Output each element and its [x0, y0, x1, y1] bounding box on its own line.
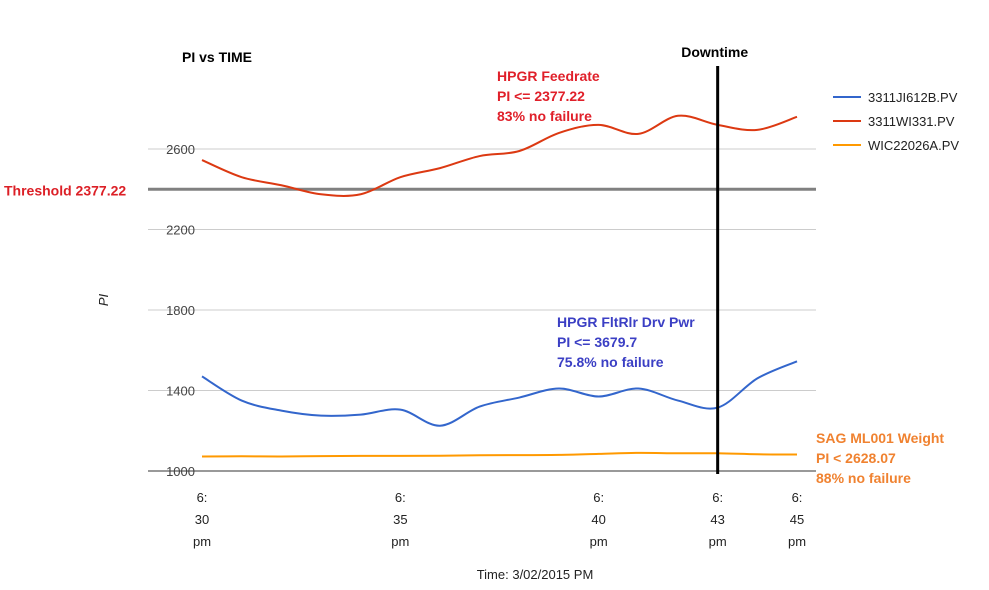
- series-line-1: [201, 360, 798, 427]
- x-tick-label: 6: 30 pm: [193, 490, 211, 549]
- threshold-group: Threshold 2377.22: [4, 182, 816, 198]
- legend-label: 3311WI331.PV: [868, 114, 955, 129]
- x-tick-label: 6: 40 pm: [590, 490, 608, 549]
- annotations: HPGR Feedrate PI <= 2377.22 83% no failure…: [497, 68, 944, 486]
- chart-title: PI vs TIME: [182, 49, 252, 65]
- x-tick-label: 6: 45 pm: [788, 490, 806, 549]
- downtime-marker-group: Downtime: [681, 44, 748, 474]
- y-tick-label: 1400: [166, 384, 195, 399]
- x-axis-label: Time: 3/02/2015 PM: [477, 567, 594, 582]
- x-tick-label: 6: 35 pm: [391, 490, 409, 549]
- annotation-text: SAG ML001 Weight PI < 2628.07 88% no failu…: [816, 430, 944, 486]
- legend: 3311JI612B.PV 3311WI331.PV WIC22026A.PV: [833, 90, 959, 153]
- y-tick-label: 1800: [166, 303, 195, 318]
- downtime-label: Downtime: [681, 44, 748, 60]
- series-line-3: [201, 451, 798, 458]
- legend-label: WIC22026A.PV: [868, 138, 959, 153]
- y-tick-label: 2200: [166, 223, 195, 238]
- y-tick-label: 1000: [166, 464, 195, 479]
- series-line-2: [201, 114, 798, 197]
- y-axis-ticks: 1000 1400 1800 2200 2600: [166, 142, 195, 479]
- gridlines: [148, 148, 816, 472]
- annotation-text: HPGR Feedrate PI <= 2377.22 83% no failure: [497, 68, 600, 124]
- threshold-label: Threshold 2377.22: [4, 182, 126, 198]
- x-axis-ticks: 6: 30 pm 6: 35 pm 6: 40 pm 6: 43 pm 6: 45 pm: [193, 490, 806, 549]
- y-axis-label: PI: [96, 293, 111, 306]
- x-tick-label: 6: 43 pm: [709, 490, 727, 549]
- annotation-text: HPGR FltRlr Drv Pwr PI <= 3679.7 75.8% no …: [557, 314, 695, 370]
- series-lines: [201, 114, 798, 458]
- y-tick-label: 2600: [166, 142, 195, 157]
- legend-label: 3311JI612B.PV: [868, 90, 958, 105]
